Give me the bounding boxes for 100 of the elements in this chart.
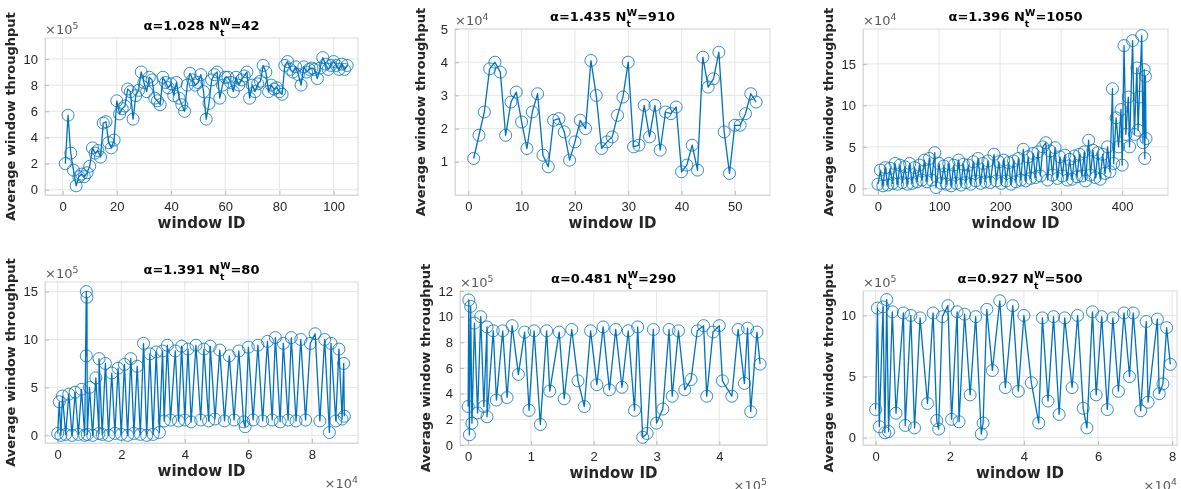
point bbox=[685, 138, 699, 152]
y-tick-label: 6 bbox=[30, 103, 38, 119]
x-tick-label: 50 bbox=[728, 199, 743, 215]
point bbox=[611, 108, 624, 122]
point bbox=[490, 393, 503, 407]
point bbox=[557, 392, 571, 406]
point bbox=[733, 118, 747, 132]
x-axis-title: window ID bbox=[157, 462, 246, 480]
y-tick-label: 0 bbox=[30, 427, 38, 443]
x-tick-label: 20 bbox=[568, 199, 583, 215]
y-tick-label: 6 bbox=[445, 360, 453, 376]
point bbox=[712, 319, 726, 333]
y-axis-title: Average window throughput bbox=[821, 263, 836, 473]
point bbox=[474, 310, 488, 324]
x-tick-label: 40 bbox=[674, 199, 690, 215]
point bbox=[518, 325, 532, 339]
y-tick-label: 10 bbox=[841, 308, 856, 324]
point bbox=[750, 325, 764, 339]
point bbox=[590, 378, 604, 392]
point bbox=[565, 323, 579, 336]
y-tick-label: 4 bbox=[445, 386, 453, 402]
point bbox=[690, 324, 704, 338]
point bbox=[600, 135, 614, 149]
x-tick-label: 4 bbox=[1020, 449, 1029, 465]
x-tick-label: 1 bbox=[527, 449, 536, 465]
x-tick-label: 300 bbox=[1050, 199, 1073, 215]
point bbox=[563, 153, 576, 167]
point bbox=[505, 319, 519, 333]
point bbox=[486, 324, 500, 338]
x-tick-label: 8 bbox=[308, 447, 317, 463]
point bbox=[637, 98, 651, 112]
point bbox=[680, 158, 694, 172]
y-tick-label: 0 bbox=[848, 430, 856, 446]
x-tick-label: 8 bbox=[1169, 449, 1177, 465]
y-tick-label: 8 bbox=[30, 77, 38, 93]
y-axis-title: Average window throughput bbox=[821, 7, 836, 217]
y-tick-label: 10 bbox=[23, 51, 38, 67]
point bbox=[467, 152, 481, 165]
line-series bbox=[461, 293, 767, 444]
y-tick-label: 3 bbox=[440, 88, 448, 104]
point bbox=[664, 107, 678, 121]
point bbox=[749, 95, 763, 109]
point bbox=[540, 324, 554, 338]
point bbox=[547, 113, 560, 127]
x-tick-label: 3 bbox=[653, 449, 661, 465]
point bbox=[648, 98, 662, 112]
x-tick-label: 6 bbox=[245, 447, 253, 463]
point bbox=[527, 324, 541, 338]
point bbox=[515, 115, 529, 129]
point bbox=[480, 410, 494, 424]
point bbox=[509, 85, 523, 99]
point bbox=[701, 80, 715, 94]
y-tick-label: 10 bbox=[23, 332, 38, 348]
x-tick-label: 2 bbox=[946, 449, 954, 465]
chart-title: α=0.927 N$_{t}$$^{W}$=500 bbox=[957, 268, 1083, 291]
x-tick-label: 0 bbox=[874, 199, 883, 215]
point bbox=[522, 403, 536, 417]
point bbox=[621, 55, 635, 69]
x-axis-title: window ID bbox=[568, 214, 657, 232]
point bbox=[700, 389, 714, 403]
text: ×10$^{4}$ bbox=[324, 473, 359, 489]
point bbox=[488, 55, 502, 69]
x-tick-label: 0 bbox=[54, 447, 62, 463]
y-tick-label: 10 bbox=[438, 309, 453, 325]
point bbox=[504, 95, 518, 109]
x-tick-label: 40 bbox=[164, 199, 179, 215]
x-tick-label: 0 bbox=[59, 199, 67, 215]
y-tick-label: 5 bbox=[848, 369, 856, 385]
point bbox=[631, 320, 645, 334]
point bbox=[595, 142, 608, 155]
text: ×10$^{4}$ bbox=[455, 10, 489, 28]
point bbox=[621, 324, 635, 338]
point bbox=[628, 403, 641, 417]
point bbox=[636, 430, 650, 444]
point bbox=[477, 105, 491, 119]
y-tick-label: 0 bbox=[30, 182, 38, 198]
point bbox=[465, 416, 479, 430]
point bbox=[568, 135, 582, 149]
x-tick-label: 10 bbox=[514, 199, 530, 215]
point bbox=[472, 128, 486, 142]
point bbox=[541, 160, 555, 174]
point bbox=[646, 323, 660, 336]
point bbox=[577, 400, 591, 413]
x-tick-label: 2 bbox=[118, 447, 126, 463]
x-tick-label: 100 bbox=[928, 199, 951, 215]
text: ×10$^{5}$ bbox=[460, 272, 494, 290]
y-tick-label: 15 bbox=[23, 284, 38, 300]
chart-title: α=1.391 N$_{t}$$^{W}$=80 bbox=[143, 259, 260, 282]
point bbox=[662, 323, 676, 336]
point bbox=[675, 165, 688, 179]
point bbox=[738, 377, 751, 390]
point bbox=[665, 389, 679, 403]
chart-title: α=1.028 N$_{t}$$^{W}$=42 bbox=[143, 15, 260, 38]
x-tick-label: 400 bbox=[1111, 199, 1134, 215]
x-tick-label: 200 bbox=[989, 199, 1012, 215]
y-tick-label: 5 bbox=[848, 139, 856, 155]
y-tick-label: 15 bbox=[841, 56, 856, 72]
point bbox=[520, 142, 534, 155]
text: ×10$^{5}$ bbox=[863, 272, 897, 290]
y-axis-title: Average window throughput bbox=[3, 258, 18, 467]
